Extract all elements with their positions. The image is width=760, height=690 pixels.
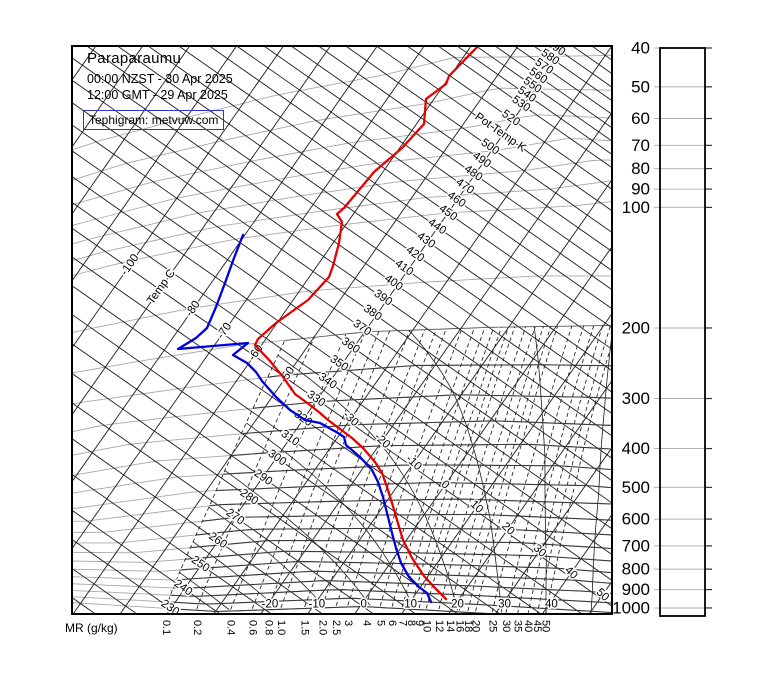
svg-text:230: 230 <box>159 598 182 619</box>
svg-text:270: 270 <box>224 507 247 528</box>
pressure-tick-label: 50 <box>631 77 650 96</box>
svg-text:0.4: 0.4 <box>225 620 237 635</box>
dewpoint-trace <box>176 233 433 604</box>
svg-text:1.5: 1.5 <box>299 620 311 635</box>
plot-border <box>71 45 613 615</box>
credit-link[interactable]: Tephigram: metvuw.com <box>83 110 225 130</box>
svg-text:14: 14 <box>444 620 456 632</box>
svg-text:5: 5 <box>374 620 386 626</box>
svg-text:20: 20 <box>451 599 464 611</box>
svg-text:45: 45 <box>531 620 543 632</box>
svg-text:30: 30 <box>500 620 512 632</box>
pressure-tick-label: 800 <box>622 560 650 579</box>
pressure-tick-label: 1000 <box>612 598 650 617</box>
svg-text:25: 25 <box>486 620 498 632</box>
svg-text:410: 410 <box>393 258 416 279</box>
svg-text:300: 300 <box>266 448 289 469</box>
station-name: Paraparaumu <box>87 50 182 67</box>
svg-text:40: 40 <box>545 599 558 611</box>
svg-text:7: 7 <box>396 620 408 626</box>
svg-text:-80: -80 <box>183 299 202 320</box>
svg-text:-70: -70 <box>215 321 234 342</box>
pressure-tick-label: 70 <box>631 136 650 155</box>
svg-text:6: 6 <box>386 620 398 626</box>
svg-text:30: 30 <box>498 599 511 611</box>
svg-text:12: 12 <box>433 620 445 632</box>
svg-text:2.0: 2.0 <box>316 620 328 635</box>
region-isobar-lines <box>150 324 612 614</box>
svg-text:400: 400 <box>382 273 405 294</box>
svg-text:280: 280 <box>238 487 261 508</box>
svg-text:18: 18 <box>462 620 474 632</box>
svg-text:40: 40 <box>522 620 534 632</box>
svg-text:0.6: 0.6 <box>246 620 258 635</box>
svg-text:0.8: 0.8 <box>262 620 274 635</box>
svg-text:50: 50 <box>594 586 612 604</box>
svg-text:0.1: 0.1 <box>160 620 172 635</box>
svg-text:20: 20 <box>499 520 517 538</box>
sounding-traces <box>176 46 480 604</box>
pressure-tick-label: 600 <box>622 510 650 529</box>
svg-text:-20: -20 <box>262 599 279 611</box>
pressure-tick-label: 200 <box>622 318 650 337</box>
svg-text:-10: -10 <box>403 453 423 473</box>
pressure-tick-label: 80 <box>631 159 650 178</box>
svg-text:2.5: 2.5 <box>330 620 342 635</box>
svg-text:0.2: 0.2 <box>191 620 203 635</box>
svg-text:330: 330 <box>305 389 328 410</box>
svg-text:310: 310 <box>279 428 302 449</box>
svg-text:9: 9 <box>413 620 425 626</box>
pressure-tick-label: 100 <box>622 198 650 217</box>
svg-text:10: 10 <box>404 599 417 611</box>
svg-text:16: 16 <box>453 620 465 632</box>
svg-text:0: 0 <box>439 478 452 491</box>
pressure-tick-label: 500 <box>622 478 650 497</box>
svg-text:Temp C: Temp C <box>145 267 178 306</box>
pressure-tick-label: 900 <box>622 580 650 599</box>
svg-text:520: 520 <box>499 108 522 129</box>
svg-text:360: 360 <box>339 335 362 356</box>
svg-text:35: 35 <box>512 620 524 632</box>
pressure-tick-label: 40 <box>631 38 650 57</box>
temperature-trace <box>253 46 480 601</box>
svg-text:390: 390 <box>372 288 395 309</box>
svg-text:0: 0 <box>360 599 366 611</box>
svg-text:20: 20 <box>470 620 482 632</box>
utc-time: 12:00 GMT - 29 Apr 2025 <box>87 88 228 102</box>
svg-text:380: 380 <box>361 303 384 324</box>
svg-text:-20: -20 <box>372 431 392 451</box>
svg-text:370: 370 <box>351 318 374 339</box>
local-time: 00:00 NZST - 30 Apr 2025 <box>87 72 233 86</box>
svg-text:4: 4 <box>360 620 372 626</box>
svg-text:420: 420 <box>404 244 427 265</box>
pressure-tick-label: 60 <box>631 109 650 128</box>
svg-text:3: 3 <box>342 620 354 626</box>
svg-text:50: 50 <box>539 620 551 632</box>
pressure-scale-bar <box>659 47 706 617</box>
pressure-tick-label: 400 <box>622 439 650 458</box>
svg-text:440: 440 <box>426 216 449 237</box>
pressure-tick-label: 700 <box>622 536 650 555</box>
svg-text:40: 40 <box>562 564 580 582</box>
svg-text:-10: -10 <box>308 599 325 611</box>
pressure-tick-label: 90 <box>631 180 650 199</box>
svg-text:1.0: 1.0 <box>275 620 287 635</box>
svg-text:10: 10 <box>420 620 432 632</box>
pressure-tick-label: 300 <box>622 389 650 408</box>
mixing-ratio-axis-label: MR (g/kg) <box>65 621 118 635</box>
svg-text:8: 8 <box>405 620 417 626</box>
